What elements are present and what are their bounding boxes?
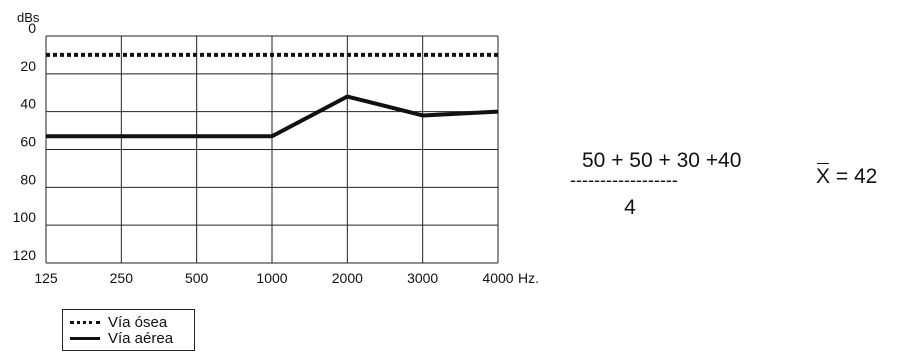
legend-label-air: Vía aérea: [108, 329, 174, 347]
legend-swatch-dotted: [70, 320, 100, 324]
x-tick-label: 500: [185, 270, 209, 286]
legend-label-bone: Vía ósea: [108, 313, 168, 331]
legend-item-air: Vía aérea: [70, 329, 194, 347]
mean-value: = 42: [830, 165, 878, 188]
plot-grid: [45, 35, 499, 264]
formula-numerator: 50 + 50 + 30 +40: [582, 149, 742, 172]
mean-result: X = 42: [816, 163, 878, 189]
x-tick-label: 1000: [256, 270, 287, 286]
y-tick-label: 0: [28, 20, 36, 36]
series-lines: [46, 52, 499, 139]
x-tick-label: 4000: [482, 270, 513, 286]
x-tick-label: 3000: [407, 270, 438, 286]
y-tick-label: 120: [13, 247, 37, 263]
series-line-1: [46, 94, 499, 139]
legend-swatch-solid: [70, 336, 100, 340]
average-formula: 50 + 50 + 30 +40 ------------------ 4: [570, 150, 800, 218]
legend: Vía ósea Vía aérea: [62, 309, 195, 351]
y-tick-labels: 0 20 40 60 80 100 120: [13, 20, 37, 263]
formula-divider: ------------------: [570, 170, 678, 190]
mean-symbol: X: [816, 163, 831, 188]
x-tick-labels: 125 250 500 1000 2000 3000 4000 Hz.: [34, 270, 539, 286]
y-tick-label: 20: [20, 58, 36, 74]
x-tick-label: 250: [110, 270, 134, 286]
y-tick-label: 60: [20, 134, 36, 150]
formula-denominator: 4: [624, 196, 636, 219]
y-tick-label: 80: [20, 171, 36, 187]
y-tick-label: 40: [20, 96, 36, 112]
x-tick-label: 125: [34, 270, 58, 286]
y-tick-label: 100: [13, 209, 37, 225]
y-axis-unit: dBs: [17, 10, 40, 25]
legend-item-bone: Vía ósea: [70, 313, 194, 331]
x-tick-label: 2000: [332, 270, 363, 286]
x-axis-unit: Hz.: [518, 270, 539, 286]
